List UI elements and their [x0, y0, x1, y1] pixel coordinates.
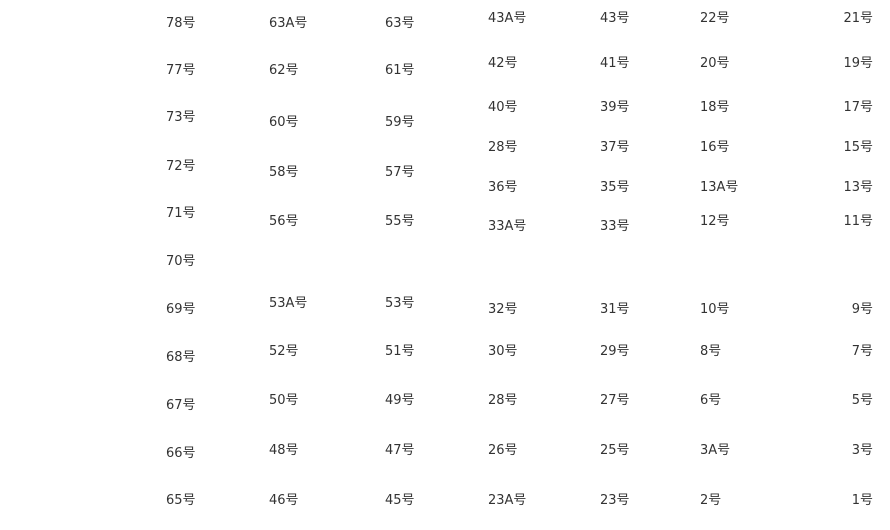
unit-label[interactable]: 77号: [166, 63, 196, 78]
unit-label[interactable]: 26号: [488, 443, 518, 458]
unit-label[interactable]: 47号: [385, 443, 415, 458]
unit-label[interactable]: 62号: [269, 63, 299, 78]
unit-label[interactable]: 9号: [851, 302, 873, 317]
unit-label[interactable]: 43号: [600, 11, 630, 26]
unit-label[interactable]: 16号: [700, 140, 730, 155]
unit-label[interactable]: 13号: [843, 180, 873, 195]
unit-label[interactable]: 61号: [385, 63, 415, 78]
unit-label[interactable]: 50号: [269, 393, 299, 408]
unit-label[interactable]: 12号: [700, 214, 730, 229]
unit-label[interactable]: 49号: [385, 393, 415, 408]
unit-label[interactable]: 15号: [843, 140, 873, 155]
unit-label[interactable]: 48号: [269, 443, 299, 458]
unit-label[interactable]: 53号: [385, 296, 415, 311]
unit-label[interactable]: 78号: [166, 16, 196, 31]
unit-label[interactable]: 25号: [600, 443, 630, 458]
unit-label[interactable]: 11号: [843, 214, 873, 229]
unit-label[interactable]: 70号: [166, 254, 196, 269]
unit-label[interactable]: 2号: [700, 493, 722, 508]
unit-label[interactable]: 69号: [166, 302, 196, 317]
unit-label[interactable]: 3号: [851, 443, 873, 458]
unit-label[interactable]: 65号: [166, 493, 196, 508]
unit-label[interactable]: 39号: [600, 100, 630, 115]
unit-label[interactable]: 41号: [600, 56, 630, 71]
unit-label[interactable]: 56号: [269, 214, 299, 229]
unit-label[interactable]: 37号: [600, 140, 630, 155]
unit-label[interactable]: 23号: [600, 493, 630, 508]
unit-label[interactable]: 22号: [700, 11, 730, 26]
unit-label[interactable]: 73号: [166, 110, 196, 125]
unit-label[interactable]: 33号: [600, 219, 630, 234]
unit-label[interactable]: 1号: [851, 493, 873, 508]
unit-label[interactable]: 63A号: [269, 16, 308, 31]
unit-label[interactable]: 33A号: [488, 219, 527, 234]
unit-label[interactable]: 31号: [600, 302, 630, 317]
unit-label[interactable]: 29号: [600, 344, 630, 359]
unit-label[interactable]: 32号: [488, 302, 518, 317]
unit-label[interactable]: 3A号: [700, 443, 731, 458]
unit-label[interactable]: 6号: [700, 393, 722, 408]
unit-label[interactable]: 42号: [488, 56, 518, 71]
unit-label[interactable]: 13A号: [700, 180, 739, 195]
unit-label[interactable]: 55号: [385, 214, 415, 229]
unit-label[interactable]: 17号: [843, 100, 873, 115]
unit-label[interactable]: 23A号: [488, 493, 527, 508]
unit-label[interactable]: 57号: [385, 165, 415, 180]
unit-label[interactable]: 67号: [166, 398, 196, 413]
unit-label[interactable]: 40号: [488, 100, 518, 115]
unit-label[interactable]: 71号: [166, 206, 196, 221]
unit-label[interactable]: 43A号: [488, 11, 527, 26]
unit-label[interactable]: 51号: [385, 344, 415, 359]
unit-label[interactable]: 59号: [385, 115, 415, 130]
unit-label[interactable]: 28号: [488, 393, 518, 408]
unit-label[interactable]: 27号: [600, 393, 630, 408]
unit-label[interactable]: 30号: [488, 344, 518, 359]
unit-label[interactable]: 60号: [269, 115, 299, 130]
unit-label[interactable]: 19号: [843, 56, 873, 71]
unit-label[interactable]: 45号: [385, 493, 415, 508]
unit-label[interactable]: 7号: [851, 344, 873, 359]
unit-label[interactable]: 35号: [600, 180, 630, 195]
unit-label[interactable]: 53A号: [269, 296, 308, 311]
unit-label[interactable]: 52号: [269, 344, 299, 359]
unit-label[interactable]: 5号: [851, 393, 873, 408]
unit-label[interactable]: 58号: [269, 165, 299, 180]
unit-label[interactable]: 66号: [166, 446, 196, 461]
unit-label[interactable]: 68号: [166, 350, 196, 365]
unit-label[interactable]: 63号: [385, 16, 415, 31]
unit-label[interactable]: 72号: [166, 159, 196, 174]
unit-label[interactable]: 21号: [843, 11, 873, 26]
unit-label[interactable]: 28号: [488, 140, 518, 155]
unit-label[interactable]: 36号: [488, 180, 518, 195]
unit-label[interactable]: 10号: [700, 302, 730, 317]
unit-label[interactable]: 8号: [700, 344, 722, 359]
unit-label[interactable]: 18号: [700, 100, 730, 115]
unit-label[interactable]: 46号: [269, 493, 299, 508]
unit-label[interactable]: 20号: [700, 56, 730, 71]
